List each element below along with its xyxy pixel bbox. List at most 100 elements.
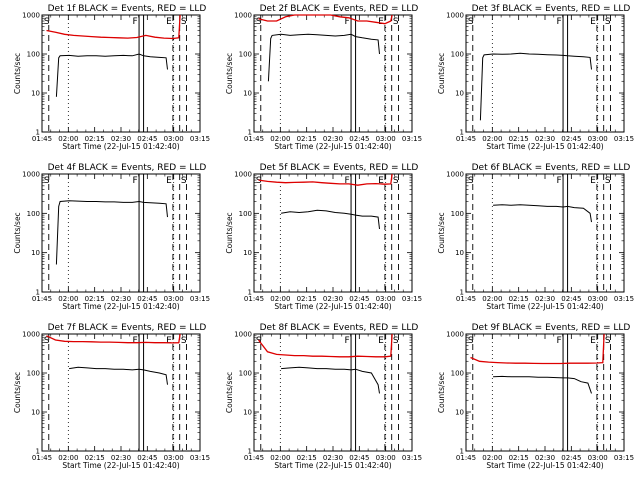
lld-rate-line (470, 333, 605, 365)
panel-title: Det 9f BLACK = Events, RED = LLD (472, 323, 631, 333)
flare-label: F (344, 17, 349, 27)
panel-title: Det 8f BLACK = Events, RED = LLD (260, 323, 419, 333)
panel-title: Det 6f BLACK = Events, RED = LLD (472, 163, 631, 173)
x-tick-label: 03:15 (614, 454, 634, 462)
x-tick-label: 02:45 (349, 135, 369, 143)
start-label: S (605, 336, 611, 346)
y-tick-label: 1000 (234, 12, 252, 20)
x-tick-label: 02:15 (297, 454, 317, 462)
event-rate-line (55, 200, 168, 265)
y-axis-label: Counts/sec (13, 53, 22, 94)
lld-rate-line (46, 14, 181, 40)
end-label: E (166, 17, 172, 27)
plot-frame (41, 14, 201, 133)
flare-label: F (132, 17, 137, 27)
y-tick-label: 100 (239, 210, 252, 218)
start-label: S (256, 176, 262, 186)
panel-3: Det 3f BLACK = Events, RED = LLD 1 10 100 10… (437, 4, 634, 151)
x-tick-label: 02:45 (561, 454, 581, 462)
y-tick-label: 1 (248, 129, 252, 137)
x-tick-label: 02:30 (535, 135, 555, 143)
y-axis-label: Counts/sec (437, 212, 446, 253)
x-tick-label: 02:00 (482, 454, 502, 462)
plot-frame (253, 333, 413, 452)
x-tick-label: 03:00 (588, 454, 608, 462)
plot-frame (253, 14, 413, 133)
y-tick-label: 100 (239, 51, 252, 59)
plot-frame (465, 333, 625, 452)
end-label: E (378, 17, 384, 27)
y-tick-label: 1000 (22, 171, 40, 179)
x-tick-label: 02:00 (270, 295, 290, 303)
plot-frame (41, 333, 201, 452)
y-axis-label: Counts/sec (13, 212, 22, 253)
y-tick-label: 1000 (234, 331, 252, 339)
y-tick-label: 1 (248, 448, 252, 456)
panel-title: Det 1f BLACK = Events, RED = LLD (48, 4, 207, 14)
x-axis-label: Start Time (22-Jul-15 01:42:40) (486, 302, 603, 311)
y-tick-label: 100 (451, 51, 464, 59)
y-tick-label: 100 (27, 51, 40, 59)
start-label: S (44, 176, 50, 186)
x-tick-label: 03:00 (164, 295, 184, 303)
x-tick-label: 02:15 (297, 135, 317, 143)
y-tick-label: 1 (248, 289, 252, 297)
panel-4: Det 4f BLACK = Events, RED = LLD 1 10 100 10… (13, 163, 210, 311)
y-axis-label: Counts/sec (13, 372, 22, 413)
x-tick-label: 03:15 (190, 295, 210, 303)
x-tick-label: 03:15 (614, 295, 634, 303)
y-tick-label: 1000 (22, 12, 40, 20)
start-label: S (181, 176, 187, 186)
x-axis-label: Start Time (22-Jul-15 01:42:40) (62, 461, 179, 470)
y-tick-label: 10 (243, 90, 252, 98)
x-tick-label: 02:30 (323, 295, 343, 303)
y-tick-label: 100 (451, 370, 464, 378)
x-tick-label: 03:00 (588, 295, 608, 303)
y-axis-label: Counts/sec (225, 53, 234, 94)
lld-rate-line (258, 14, 393, 25)
start-label: S (468, 336, 474, 346)
x-axis-label: Start Time (22-Jul-15 01:42:40) (486, 461, 603, 470)
x-tick-label: 02:00 (482, 135, 502, 143)
flare-label: F (556, 17, 561, 27)
plot-frame (465, 173, 625, 293)
start-label: S (393, 176, 399, 186)
lld-rate-line (257, 333, 393, 358)
event-rate-line (479, 52, 592, 121)
y-axis-label: Counts/sec (437, 53, 446, 94)
start-label: S (44, 17, 50, 27)
x-tick-label: 02:15 (85, 295, 105, 303)
x-tick-label: 01:45 (244, 454, 264, 462)
end-label: E (590, 336, 596, 346)
y-tick-label: 10 (31, 249, 40, 257)
x-tick-label: 03:00 (376, 135, 396, 143)
flare-label: F (132, 176, 137, 186)
y-tick-label: 1000 (446, 331, 464, 339)
panel-2: Det 2f BLACK = Events, RED = LLD 1 10 100 10… (225, 4, 422, 151)
start-label: S (44, 336, 50, 346)
flare-label: F (344, 176, 349, 186)
x-tick-label: 02:30 (535, 454, 555, 462)
x-tick-label: 01:45 (32, 454, 52, 462)
x-tick-label: 02:15 (509, 295, 529, 303)
start-label: S (181, 336, 187, 346)
start-label: S (256, 17, 262, 27)
panel-5: Det 5f BLACK = Events, RED = LLD 1 10 100 10… (225, 163, 422, 311)
x-tick-label: 02:00 (482, 295, 502, 303)
x-tick-label: 01:45 (244, 295, 264, 303)
y-tick-label: 10 (455, 90, 464, 98)
panel-title: Det 4f BLACK = Events, RED = LLD (48, 163, 207, 173)
panel-9: Det 9f BLACK = Events, RED = LLD 1 10 100 10… (437, 323, 634, 470)
start-label: S (605, 17, 611, 27)
y-tick-label: 1000 (234, 171, 252, 179)
x-tick-label: 01:45 (32, 135, 52, 143)
end-label: E (590, 176, 596, 186)
panel-8: Det 8f BLACK = Events, RED = LLD 1 10 100 10… (225, 323, 422, 470)
y-tick-label: 10 (455, 249, 464, 257)
y-tick-label: 1 (36, 289, 40, 297)
y-tick-label: 10 (31, 90, 40, 98)
x-tick-label: 02:15 (297, 295, 317, 303)
x-tick-label: 01:45 (456, 135, 476, 143)
x-axis-label: Start Time (22-Jul-15 01:42:40) (274, 461, 391, 470)
y-tick-label: 1 (36, 448, 40, 456)
